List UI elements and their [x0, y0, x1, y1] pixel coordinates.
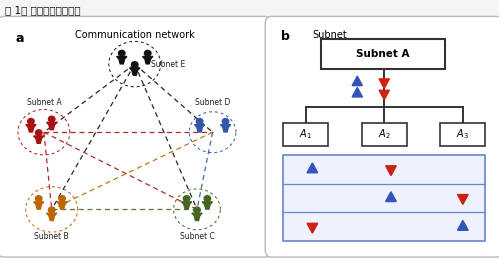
Polygon shape	[33, 136, 44, 143]
Polygon shape	[379, 79, 389, 88]
Text: a: a	[15, 32, 24, 45]
FancyBboxPatch shape	[283, 123, 328, 146]
Text: $A_2$: $A_2$	[378, 127, 391, 141]
Polygon shape	[458, 195, 468, 204]
FancyBboxPatch shape	[0, 17, 272, 257]
FancyBboxPatch shape	[321, 39, 445, 69]
Polygon shape	[352, 76, 362, 86]
Polygon shape	[33, 202, 44, 209]
Circle shape	[48, 207, 55, 213]
Circle shape	[183, 196, 190, 201]
Text: 图 1： 量子网络的组成。: 图 1： 量子网络的组成。	[5, 5, 81, 15]
Polygon shape	[26, 125, 36, 132]
Polygon shape	[202, 202, 213, 209]
Circle shape	[118, 50, 125, 56]
Text: Subnet A: Subnet A	[356, 49, 410, 59]
Text: Subnet A: Subnet A	[26, 98, 61, 107]
Circle shape	[27, 118, 34, 124]
Polygon shape	[46, 213, 57, 221]
Text: b: b	[281, 30, 290, 43]
Circle shape	[59, 196, 65, 201]
Circle shape	[194, 207, 200, 213]
Polygon shape	[307, 223, 318, 233]
Polygon shape	[195, 125, 205, 132]
Polygon shape	[117, 57, 127, 64]
Polygon shape	[192, 213, 202, 221]
Polygon shape	[386, 166, 396, 176]
Polygon shape	[143, 57, 153, 64]
Polygon shape	[46, 122, 57, 130]
Circle shape	[196, 118, 203, 124]
Polygon shape	[221, 125, 231, 132]
Text: $A_1$: $A_1$	[299, 127, 312, 141]
Polygon shape	[57, 202, 67, 209]
Text: Subnet E: Subnet E	[151, 60, 186, 69]
Text: Subnet D: Subnet D	[195, 98, 230, 107]
Text: Subnet B: Subnet B	[34, 232, 69, 241]
Polygon shape	[352, 87, 362, 97]
Circle shape	[35, 196, 42, 201]
Text: $A_3$: $A_3$	[457, 127, 469, 141]
Circle shape	[48, 116, 55, 122]
FancyBboxPatch shape	[283, 155, 485, 241]
Polygon shape	[130, 68, 140, 75]
Polygon shape	[182, 202, 192, 209]
Circle shape	[131, 62, 138, 67]
Text: Subnet C: Subnet C	[180, 232, 215, 241]
Circle shape	[144, 50, 151, 56]
Circle shape	[222, 118, 229, 124]
Polygon shape	[307, 163, 318, 173]
FancyBboxPatch shape	[362, 123, 407, 146]
Circle shape	[204, 196, 211, 201]
FancyBboxPatch shape	[441, 123, 485, 146]
Text: Subnet: Subnet	[312, 30, 347, 40]
Polygon shape	[379, 90, 389, 100]
Circle shape	[35, 130, 42, 135]
FancyBboxPatch shape	[265, 17, 499, 257]
Polygon shape	[386, 192, 396, 201]
Text: Communication network: Communication network	[75, 30, 195, 40]
Polygon shape	[458, 220, 468, 230]
